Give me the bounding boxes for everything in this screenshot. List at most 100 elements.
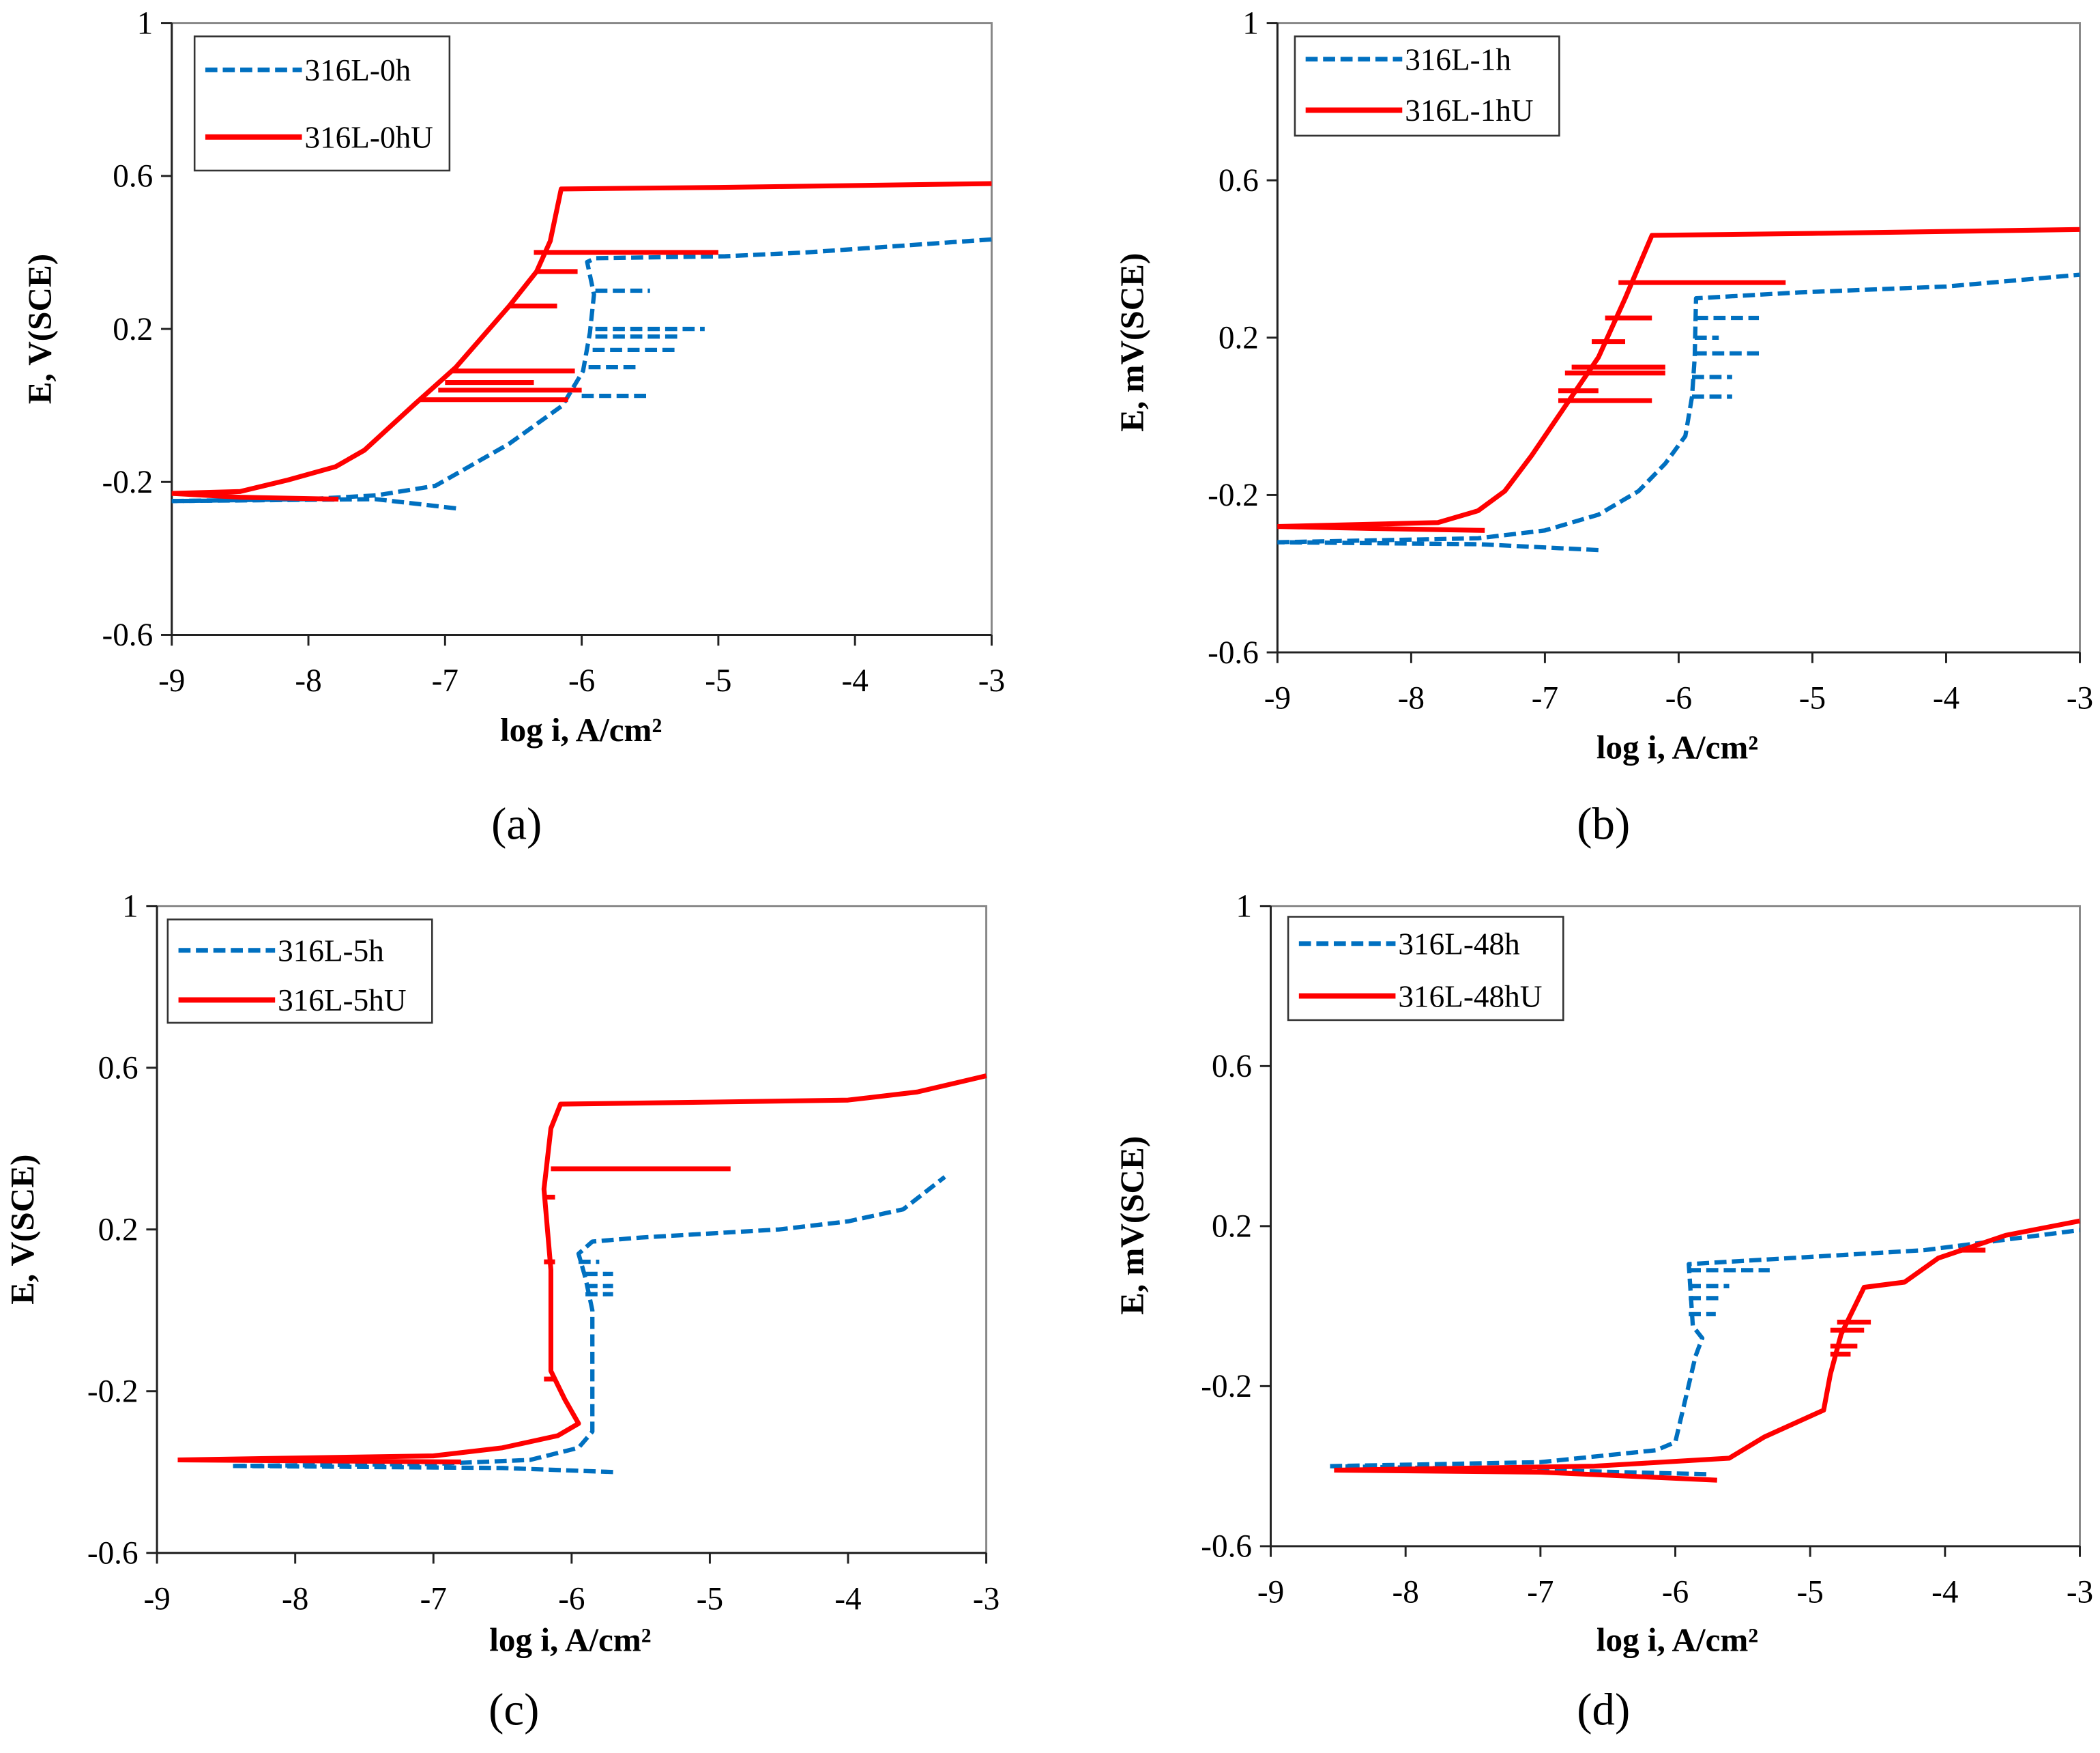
- legend: 316L-48h 316L-48hU: [1287, 916, 1564, 1022]
- series-316L-1hU: [1277, 227, 2080, 533]
- panel-label: (b): [1577, 798, 1630, 849]
- panel-label: (c): [488, 1685, 539, 1735]
- y-tick-label: -0.2: [102, 465, 154, 500]
- x-tick-label: -3: [978, 663, 1005, 699]
- y-tick-label: 0.6: [1219, 163, 1259, 199]
- x-tick-label: -6: [558, 1581, 585, 1617]
- legend-label: 316L-1hU: [1405, 93, 1533, 128]
- legend-box: [1287, 916, 1564, 1022]
- series-line: [233, 1175, 946, 1468]
- series-line: [1277, 540, 1599, 553]
- x-tick-label: -5: [697, 1581, 723, 1617]
- chart-panel-d: -9 -8 -7 -6 -5 -4 -3 -0.6 -0.2 0.2 0.6 1 log i, A/cm…: [1113, 889, 2093, 1735]
- x-tick-label: -9: [158, 663, 185, 699]
- series-line: [171, 181, 992, 496]
- x-tick-label: -8: [1398, 681, 1425, 716]
- y-tick-label: 0.2: [113, 312, 153, 347]
- legend-label: 316L-0h: [304, 53, 411, 87]
- legend: 316L-0h 316L-0hU: [193, 35, 451, 172]
- legend-label: 316L-0hU: [304, 121, 433, 155]
- y-tick-label: -0.2: [1201, 1369, 1252, 1404]
- x-tick-label: -9: [1264, 681, 1291, 716]
- x-tick-label: -8: [295, 663, 321, 699]
- series-316L-0h: [171, 237, 992, 511]
- panel-label: (a): [491, 798, 542, 849]
- y-tick-label: 0.6: [98, 1050, 138, 1086]
- y-tick-label: 0.6: [1212, 1049, 1252, 1084]
- x-tick-label: -6: [1662, 1575, 1689, 1610]
- x-tick-label: -9: [1257, 1575, 1284, 1610]
- x-axis-label: log i, A/cm²: [1596, 728, 1758, 766]
- legend: 316L-1h 316L-1hU: [1294, 35, 1560, 137]
- y-axis-label: E, mV(SCE): [1113, 1136, 1151, 1315]
- y-tick-label: 1: [137, 5, 154, 41]
- legend: 316L-5h 316L-5hU: [166, 918, 433, 1024]
- legend-box: [1294, 35, 1560, 137]
- series-line: [171, 491, 339, 502]
- series-line: [1334, 1467, 1717, 1483]
- x-tick-label: -8: [282, 1581, 308, 1617]
- y-tick-label: -0.2: [1208, 478, 1259, 513]
- series-line: [177, 1457, 461, 1464]
- x-tick-label: -7: [1532, 681, 1558, 716]
- x-tick-label: -6: [568, 663, 595, 699]
- series-316L-48hU: [1334, 1218, 2081, 1483]
- series-316L-1h: [1277, 272, 2080, 553]
- y-tick-label: 0.2: [98, 1212, 138, 1247]
- legend-box: [193, 35, 451, 172]
- x-tick-label: -9: [143, 1581, 170, 1617]
- y-axis-label: E, mV(SCE): [1113, 253, 1151, 432]
- y-tick-label: -0.6: [102, 618, 154, 653]
- x-tick-label: -5: [1799, 681, 1826, 716]
- y-tick-label: -0.6: [1201, 1529, 1252, 1565]
- series-line: [171, 237, 992, 504]
- series-316L-5h: [233, 1175, 946, 1475]
- series-316L-5hU: [177, 1073, 987, 1464]
- x-axis-label: log i, A/cm²: [489, 1621, 651, 1658]
- x-axis-label: log i, A/cm²: [500, 711, 662, 749]
- x-tick-label: -3: [973, 1581, 1000, 1617]
- series-line: [1334, 1218, 2081, 1473]
- legend-label: 316L-48h: [1398, 927, 1520, 961]
- y-tick-label: 0.6: [113, 159, 153, 194]
- x-tick-label: -5: [1797, 1575, 1824, 1610]
- chart-panel-c: -9 -8 -7 -6 -5 -4 -3 -0.6 -0.2 0.2 0.6 1 log i, A/cm…: [3, 889, 1000, 1735]
- y-tick-label: 1: [1242, 5, 1259, 41]
- x-tick-label: -4: [842, 663, 869, 699]
- y-tick-label: 1: [122, 889, 138, 925]
- legend-box: [166, 918, 433, 1024]
- y-tick-label: 0.2: [1219, 321, 1259, 356]
- panel-label: (d): [1577, 1685, 1630, 1735]
- x-tick-label: -4: [1933, 681, 1959, 716]
- series-line: [1277, 227, 2080, 530]
- x-tick-label: -7: [420, 1581, 447, 1617]
- x-tick-label: -7: [432, 663, 458, 699]
- y-tick-label: -0.2: [87, 1374, 138, 1409]
- y-tick-label: -0.6: [87, 1535, 138, 1571]
- series-line: [1277, 272, 2080, 545]
- series-line: [177, 1073, 987, 1463]
- series-line: [1330, 1228, 2080, 1468]
- series-line: [171, 497, 456, 511]
- chart-panel-a: -9 -8 -7 -6 -5 -4 -3 -0.6 -0.2 0.2 0.6 1 log i, A/cm…: [21, 5, 1005, 849]
- x-tick-label: -5: [705, 663, 731, 699]
- legend-label: 316L-48hU: [1398, 979, 1542, 1013]
- legend-label: 316L-1h: [1405, 42, 1511, 76]
- legend-label: 316L-5hU: [278, 983, 406, 1017]
- x-tick-label: -4: [834, 1581, 861, 1617]
- series-316L-48h: [1330, 1228, 2080, 1477]
- x-tick-label: -8: [1392, 1575, 1419, 1610]
- series-line: [1277, 524, 1485, 533]
- chart-panel-b: -9 -8 -7 -6 -5 -4 -3 -0.6 -0.2 0.2 0.6 1 log i, A/cm…: [1113, 5, 2093, 849]
- x-axis-label: log i, A/cm²: [1596, 1621, 1758, 1658]
- x-tick-label: -3: [2067, 681, 2093, 716]
- series-316L-0hU: [171, 181, 992, 502]
- x-tick-label: -4: [1931, 1575, 1958, 1610]
- x-tick-label: -3: [2067, 1575, 2093, 1610]
- x-tick-label: -6: [1665, 681, 1692, 716]
- y-tick-label: 0.2: [1212, 1209, 1252, 1245]
- y-tick-label: -0.6: [1208, 635, 1259, 671]
- y-tick-label: 1: [1236, 889, 1252, 925]
- legend-label: 316L-5h: [278, 933, 384, 968]
